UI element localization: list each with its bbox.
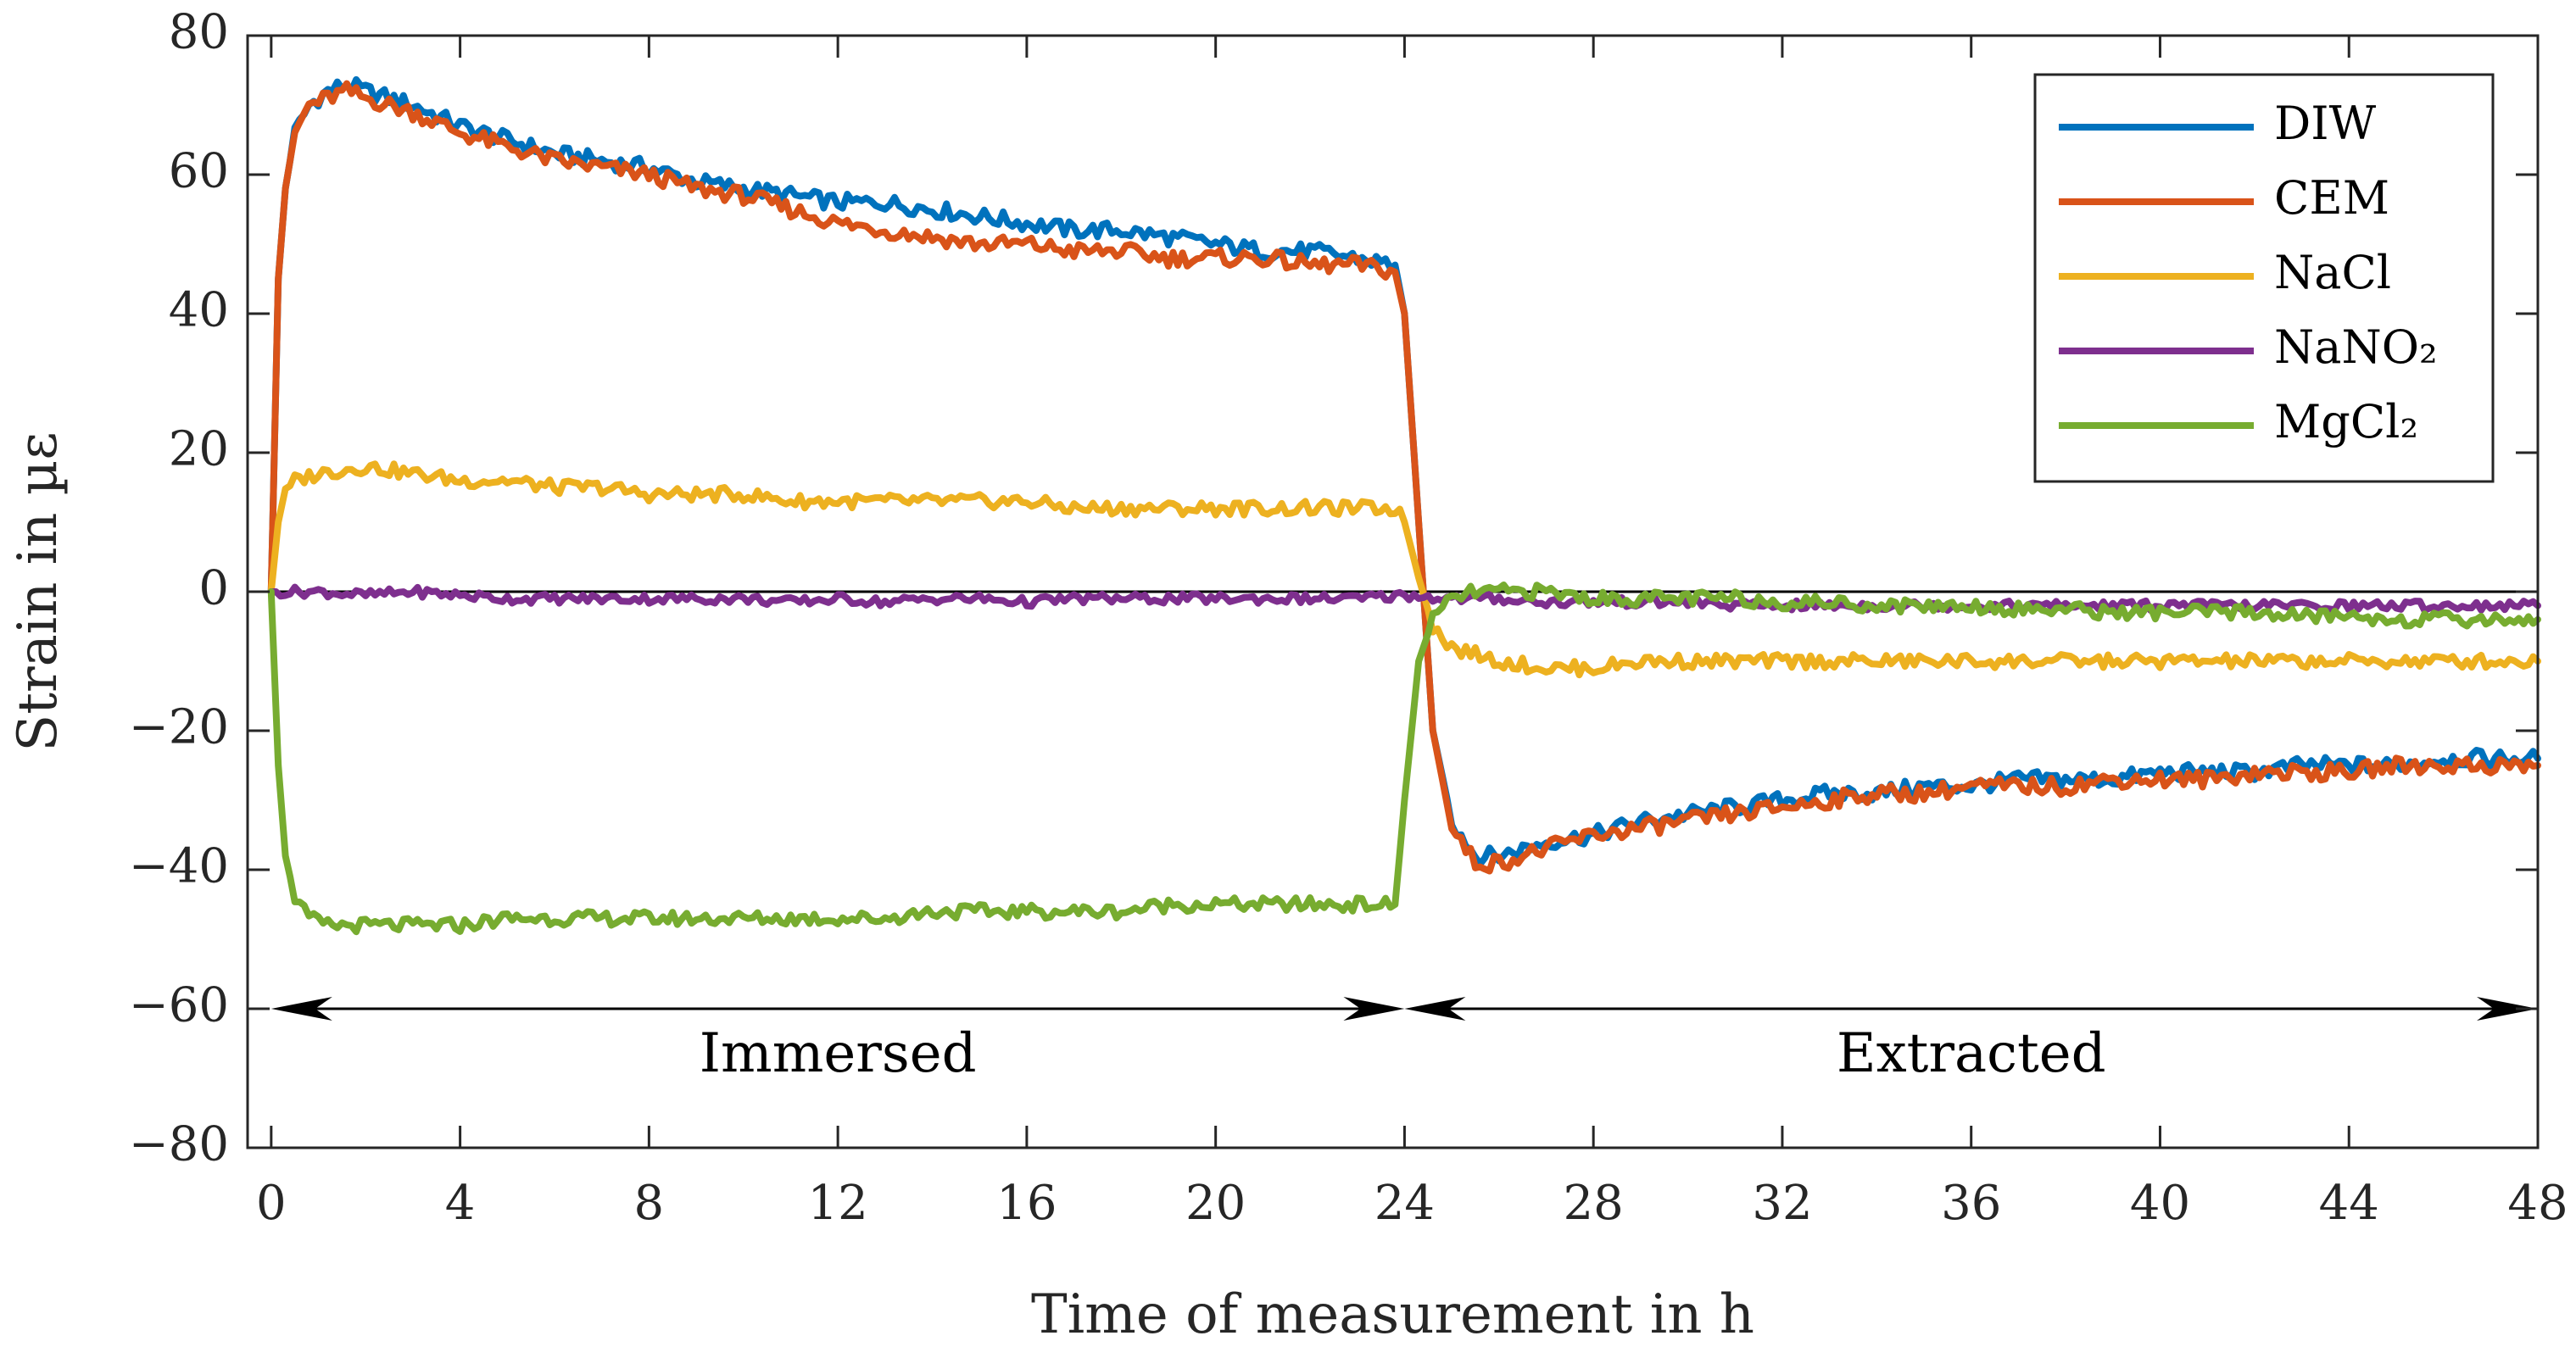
x-tick-label-1: 4 [445,1176,476,1231]
annotation-arrowhead-left-1 [1404,997,1466,1021]
y-axis-label: Strain in µε [7,431,70,751]
y-tick-label-0: 80 [169,5,229,60]
annotation-label-1: Extracted [1837,1022,2106,1085]
x-tick-label-12: 48 [2507,1176,2568,1231]
series-line-1 [267,80,2541,875]
x-tick-label-6: 24 [1374,1176,1435,1231]
x-tick-label-9: 36 [1941,1176,2001,1231]
legend-label-4: MgCl₂ [2274,395,2418,448]
x-tick-label-8: 32 [1752,1176,1812,1231]
legend-label-1: CEM [2274,171,2389,225]
annotation-arrowhead-right-0 [1343,997,1405,1021]
x-tick-label-10: 40 [2130,1176,2190,1231]
legend-label-2: NaCl [2274,246,2391,299]
x-tick-label-7: 28 [1564,1176,1624,1231]
y-tick-label-3: 20 [169,422,229,477]
annotation-arrowhead-right-1 [2477,997,2538,1021]
x-tick-label-11: 44 [2319,1176,2379,1231]
legend-label-0: DIW [2274,97,2377,150]
y-tick-label-1: 60 [169,144,229,199]
annotation-arrowhead-left-0 [270,997,332,1021]
y-tick-label-5: −20 [129,700,229,755]
series-line-4 [267,582,2541,936]
x-tick-label-2: 8 [634,1176,665,1231]
y-tick-label-6: −40 [129,839,229,894]
annotation-label-0: Immersed [700,1022,977,1085]
legend-label-3: NaNO₂ [2274,320,2438,374]
y-tick-label-2: 40 [169,283,229,338]
x-tick-label-5: 20 [1185,1176,1246,1231]
y-tick-label-4: 0 [198,561,229,616]
x-tick-label-0: 0 [256,1176,287,1231]
y-tick-label-8: −80 [129,1117,229,1172]
x-tick-label-4: 16 [996,1176,1057,1231]
y-tick-label-7: −60 [129,978,229,1033]
x-tick-label-3: 12 [808,1176,868,1231]
series-line-2 [267,460,2541,679]
x-axis-label: Time of measurement in h [1031,1283,1754,1346]
